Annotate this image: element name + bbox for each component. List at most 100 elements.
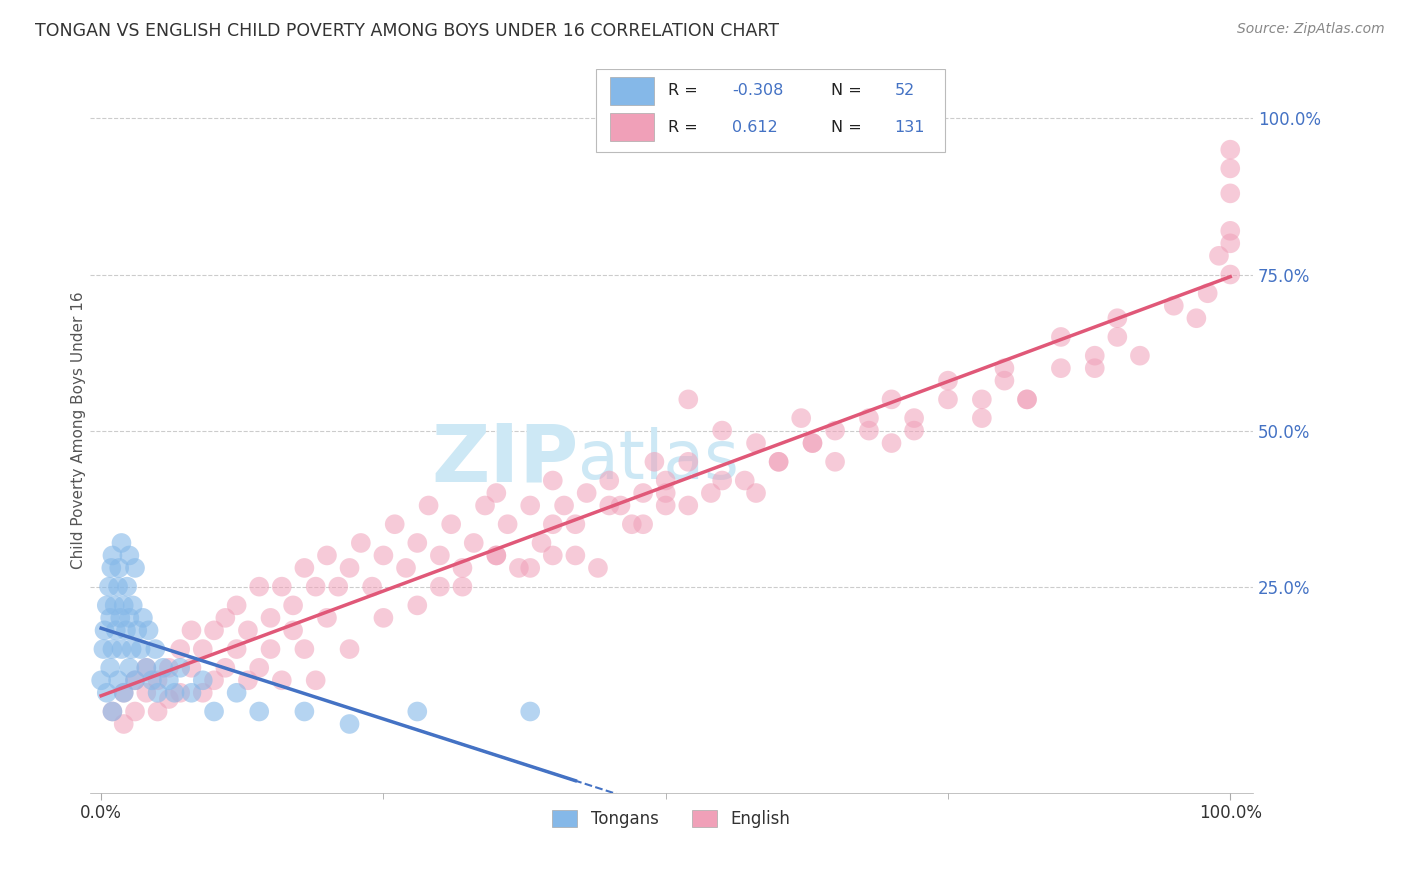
- Point: [96, 686, 118, 700]
- Text: R =: R =: [668, 120, 707, 135]
- Point: [734, 474, 756, 488]
- Point: [115, 624, 138, 638]
- Point: [1015, 392, 1038, 407]
- Text: 0.612: 0.612: [731, 120, 778, 135]
- Point: [101, 642, 124, 657]
- Point: [406, 599, 429, 613]
- Point: [970, 392, 993, 407]
- Point: [214, 611, 236, 625]
- Point: [1185, 311, 1208, 326]
- Point: [801, 436, 824, 450]
- Point: [112, 686, 135, 700]
- Point: [169, 642, 191, 657]
- Point: [328, 580, 350, 594]
- Point: [339, 717, 361, 731]
- Point: [292, 561, 315, 575]
- Point: [107, 580, 129, 594]
- Point: [157, 661, 180, 675]
- Point: [993, 361, 1015, 376]
- Point: [191, 686, 214, 700]
- Point: [440, 517, 463, 532]
- Point: [138, 624, 160, 638]
- Point: [384, 517, 406, 532]
- Point: [93, 642, 115, 657]
- Point: [135, 661, 157, 675]
- Point: [129, 642, 152, 657]
- Point: [858, 411, 880, 425]
- Point: [654, 474, 676, 488]
- Point: [745, 436, 768, 450]
- Point: [1084, 361, 1107, 376]
- Point: [1219, 143, 1241, 157]
- Point: [247, 705, 270, 719]
- Point: [1208, 249, 1230, 263]
- Point: [141, 673, 163, 688]
- Point: [519, 499, 541, 513]
- Point: [112, 686, 135, 700]
- Text: Source: ZipAtlas.com: Source: ZipAtlas.com: [1237, 22, 1385, 37]
- Point: [631, 517, 654, 532]
- Point: [406, 705, 429, 719]
- Point: [135, 661, 157, 675]
- Point: [768, 455, 790, 469]
- Bar: [610, 113, 654, 141]
- Point: [395, 561, 418, 575]
- Point: [1050, 361, 1073, 376]
- Point: [339, 642, 361, 657]
- Point: [880, 392, 903, 407]
- Point: [157, 673, 180, 688]
- Point: [305, 580, 328, 594]
- Point: [824, 424, 846, 438]
- Point: [553, 499, 575, 513]
- Point: [98, 661, 121, 675]
- Point: [110, 611, 132, 625]
- Point: [110, 642, 132, 657]
- Text: 131: 131: [894, 120, 925, 135]
- Point: [157, 692, 180, 706]
- Point: [824, 455, 846, 469]
- Point: [1219, 224, 1241, 238]
- Point: [169, 661, 191, 675]
- Point: [180, 686, 202, 700]
- Point: [146, 673, 169, 688]
- Point: [112, 599, 135, 613]
- Point: [225, 686, 247, 700]
- Point: [564, 517, 586, 532]
- Point: [96, 599, 118, 613]
- Point: [191, 673, 214, 688]
- Point: [485, 549, 508, 563]
- Point: [135, 686, 157, 700]
- Point: [429, 549, 451, 563]
- Point: [768, 455, 790, 469]
- Point: [508, 561, 530, 575]
- Point: [361, 580, 384, 594]
- Point: [121, 599, 143, 613]
- Point: [98, 611, 121, 625]
- Point: [880, 436, 903, 450]
- Point: [118, 661, 141, 675]
- Point: [485, 549, 508, 563]
- Point: [970, 411, 993, 425]
- Point: [98, 580, 121, 594]
- Text: N =: N =: [831, 84, 866, 98]
- Point: [350, 536, 373, 550]
- Point: [1219, 186, 1241, 201]
- Point: [225, 599, 247, 613]
- Point: [609, 499, 631, 513]
- Point: [451, 580, 474, 594]
- Point: [270, 673, 292, 688]
- Point: [163, 686, 186, 700]
- Point: [236, 673, 259, 688]
- Text: 52: 52: [894, 84, 915, 98]
- Text: -0.308: -0.308: [731, 84, 783, 98]
- Point: [316, 549, 339, 563]
- Legend: Tongans, English: Tongans, English: [546, 804, 797, 835]
- Point: [101, 705, 124, 719]
- Point: [152, 661, 174, 675]
- Point: [429, 580, 451, 594]
- Point: [236, 624, 259, 638]
- Point: [127, 624, 149, 638]
- Point: [339, 561, 361, 575]
- Point: [112, 717, 135, 731]
- Point: [643, 455, 665, 469]
